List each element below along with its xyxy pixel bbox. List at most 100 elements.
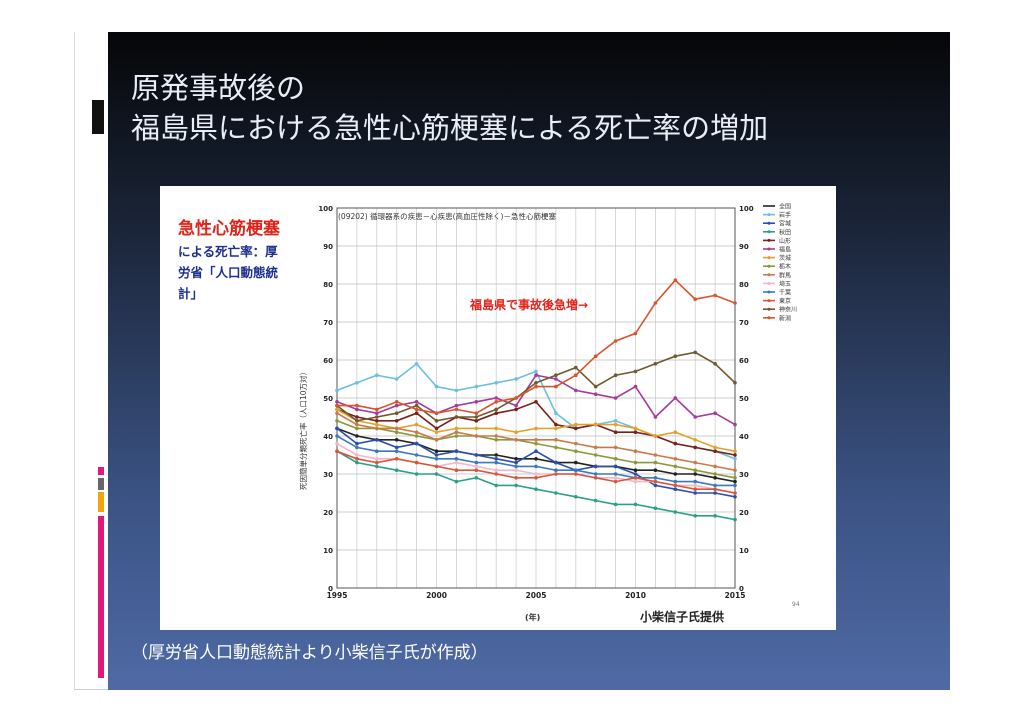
x-tick-label: 2010 xyxy=(625,591,646,600)
series-point xyxy=(733,491,737,495)
series-point xyxy=(394,426,399,431)
series-point xyxy=(574,422,578,427)
series-point xyxy=(474,400,479,404)
series-point xyxy=(653,415,658,419)
mortality-line-chart: 0 0 10 10 20 20 30 30 40 40 50 50 60 60 70 70 80 80 90 90 10… xyxy=(178,203,800,625)
legend-marker xyxy=(767,256,771,260)
series-point xyxy=(653,460,658,465)
series-point xyxy=(474,460,479,465)
series-point xyxy=(613,396,618,400)
series-point xyxy=(534,449,538,454)
series-point xyxy=(713,362,717,366)
series-point xyxy=(434,411,439,415)
series-point xyxy=(673,354,678,358)
series-point xyxy=(534,457,538,461)
series-point xyxy=(534,426,538,431)
series-point xyxy=(414,422,419,427)
series-point xyxy=(733,381,737,385)
series-point xyxy=(633,476,638,480)
series-point xyxy=(394,438,399,442)
series-point xyxy=(554,422,558,427)
series-point xyxy=(474,411,479,415)
x-tick-label: 2015 xyxy=(725,591,746,600)
legend-marker xyxy=(767,299,771,303)
series-point xyxy=(434,457,439,461)
series-point xyxy=(494,434,499,438)
series-point xyxy=(394,403,399,408)
series-point xyxy=(375,449,379,454)
series-point xyxy=(574,468,578,473)
series-point xyxy=(355,453,359,457)
y-tick-label-right: 60 xyxy=(739,357,749,365)
series-point xyxy=(653,483,658,488)
series-point xyxy=(593,445,598,450)
y-tick-label-right: 20 xyxy=(739,509,749,517)
series-point xyxy=(414,453,419,457)
legend-label: 埼玉 xyxy=(779,280,791,288)
series-point xyxy=(693,483,697,488)
series-point xyxy=(514,403,518,408)
series-point xyxy=(414,434,419,438)
legend-marker xyxy=(767,273,771,277)
series-point xyxy=(335,400,339,404)
series-point xyxy=(713,514,717,518)
series-point xyxy=(494,381,499,385)
series-point xyxy=(375,438,379,442)
y-tick-label-left: 10 xyxy=(323,547,333,555)
series-point xyxy=(454,415,459,419)
series-point xyxy=(454,434,459,438)
series-point xyxy=(474,415,479,419)
y-tick-label-right: 70 xyxy=(739,319,749,327)
series-point xyxy=(593,384,598,389)
series-point xyxy=(335,411,339,415)
series-point xyxy=(335,449,339,454)
series-point xyxy=(454,457,459,461)
series-point xyxy=(554,411,558,415)
y-tick-label-right: 50 xyxy=(739,395,749,403)
series-point xyxy=(693,472,697,476)
series-point xyxy=(693,468,697,473)
legend-marker xyxy=(767,316,771,320)
series-point xyxy=(494,457,499,461)
series-point xyxy=(534,464,538,469)
series-point xyxy=(355,407,359,412)
series-point xyxy=(474,434,479,438)
series-point xyxy=(494,426,499,431)
plot-frame xyxy=(336,207,736,589)
series-point xyxy=(593,476,598,480)
series-point xyxy=(494,453,499,457)
slide-title: 原発事故後の 福島県における急性心筋梗塞による死亡率の増加 xyxy=(131,68,768,148)
series-point xyxy=(733,422,737,427)
y-tick-label-left: 80 xyxy=(323,281,333,289)
series-point xyxy=(574,441,578,446)
series-point xyxy=(414,407,419,412)
series-point xyxy=(454,403,459,408)
deco-bar-gray xyxy=(98,478,104,490)
series-point xyxy=(414,403,419,408)
x-tick-label: 2005 xyxy=(526,591,547,600)
series-point xyxy=(653,479,658,484)
series-point xyxy=(375,411,379,415)
series-point xyxy=(394,419,399,423)
series-point xyxy=(355,460,359,465)
series-point xyxy=(355,445,359,450)
annotation-line-2: 労省「人口動態統 xyxy=(178,265,279,280)
series-point xyxy=(574,426,578,431)
credit-text: 小柴信子氏提供 xyxy=(640,609,724,624)
series-point xyxy=(733,453,737,457)
series-point xyxy=(633,479,638,484)
legend-label: 新潟 xyxy=(779,314,791,322)
series-point xyxy=(613,457,618,461)
series-point xyxy=(633,472,638,476)
y-tick-label-left: 20 xyxy=(323,509,333,517)
series-point xyxy=(414,460,419,465)
series-point xyxy=(434,384,439,389)
deco-bar-orange xyxy=(98,492,104,512)
x-tick-label: 2000 xyxy=(426,591,447,600)
series-point xyxy=(375,422,379,427)
chart-axes: 0 0 10 10 20 20 30 30 40 40 50 50 60 60 70 70 80 80 90 90 10… xyxy=(318,205,753,600)
y-tick-label-left: 0 xyxy=(328,585,333,593)
slide-caption: （厚労省人口動態統計より小柴信子氏が作成） xyxy=(131,643,488,663)
series-point xyxy=(474,468,479,473)
series-point xyxy=(375,407,379,412)
